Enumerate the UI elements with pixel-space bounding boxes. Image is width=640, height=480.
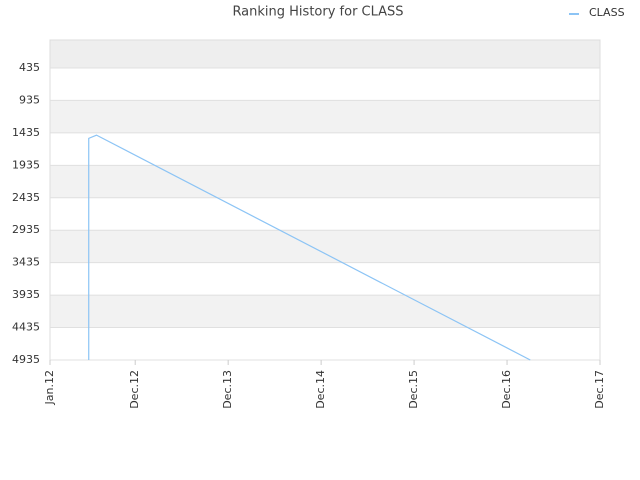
x-tick-label: Dec.15 [407, 370, 420, 409]
y-tick-label: 935 [19, 93, 40, 106]
y-tick-label: 2935 [12, 223, 40, 236]
grid-band [50, 100, 600, 133]
legend-label: CLASS [589, 6, 625, 19]
y-tick-label: 1935 [12, 158, 40, 171]
chart-title: Ranking History for CLASS [232, 5, 403, 20]
grid-band [50, 40, 600, 68]
grid-band [50, 165, 600, 198]
x-tick-label: Dec.12 [128, 370, 141, 409]
y-tick-label: 4935 [12, 353, 40, 366]
series-line [88, 134, 531, 361]
y-tick-label: 3935 [12, 288, 40, 301]
x-tick-label: Dec.17 [593, 370, 606, 409]
y-tick-label: 1435 [12, 126, 40, 139]
x-tick-label: Dec.13 [221, 370, 234, 409]
grid-band [50, 230, 600, 263]
x-tick-label: Dec.14 [314, 370, 327, 409]
x-tick-label: Jan.12 [43, 370, 56, 405]
y-tick-label: 3435 [12, 256, 40, 269]
grid-band [50, 295, 600, 328]
y-tick-label: 435 [19, 61, 40, 74]
y-tick-label: 4435 [12, 321, 40, 334]
y-tick-label: 2435 [12, 191, 40, 204]
x-tick-label: Dec.16 [500, 370, 513, 409]
